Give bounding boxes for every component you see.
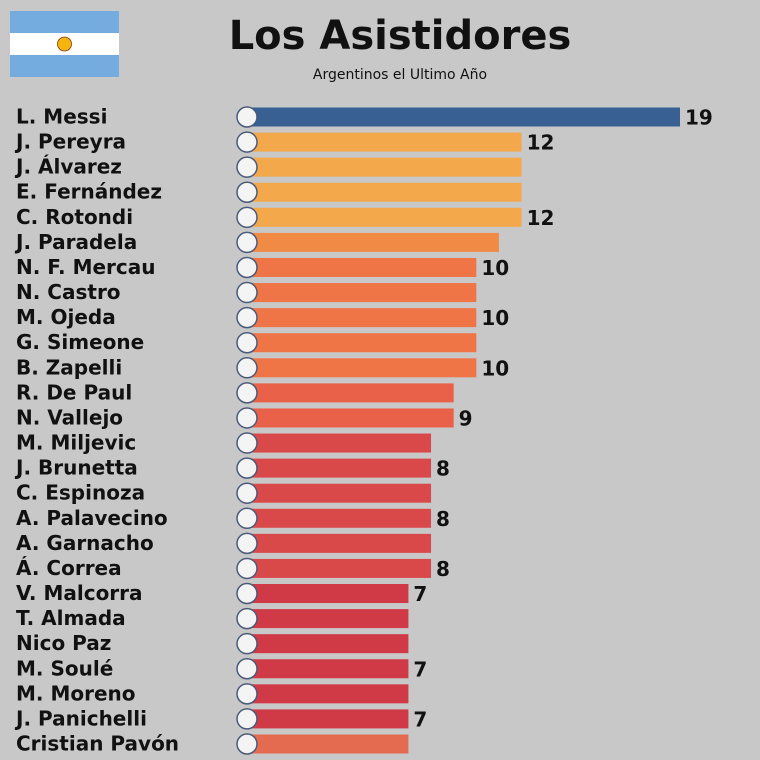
bar [250,684,409,704]
bar [250,408,454,428]
team-logo [236,331,258,354]
bar [250,308,477,328]
team-logo [236,457,258,479]
bar [250,659,409,679]
team-logo [236,658,258,680]
player-name: B. Zapelli [16,355,122,379]
bar [250,333,477,353]
player-name: M. Ojeda [16,305,116,329]
player-name: M. Miljevic [16,431,136,455]
bar [250,257,477,277]
bar [250,132,522,152]
team-logo [236,357,258,379]
player-name: J. Pereyra [14,130,126,154]
bar [250,709,409,729]
team-logo [236,156,258,178]
player-name: Á. Correa [16,556,122,580]
bar [250,533,432,553]
value-label: 7 [413,707,427,731]
player-name: M. Soulé [16,656,113,680]
player-name: J. Panichelli [14,706,147,730]
bar [250,358,477,378]
team-logo [236,507,258,530]
bar [250,157,522,177]
team-logo [236,382,258,404]
team-logo [236,131,258,153]
player-name: C. Rotondi [16,205,133,229]
value-label: 10 [481,256,509,280]
team-logo [236,582,258,605]
value-label: 12 [527,131,555,155]
value-label: 7 [413,657,427,681]
team-logo [236,607,258,630]
value-label: 12 [527,206,555,230]
value-label: 7 [413,582,427,606]
player-name: T. Almada [16,606,126,630]
team-logo [236,206,258,229]
chart-title: Los Asistidores [229,13,572,59]
bar [250,107,680,127]
player-name: Nico Paz [16,631,111,655]
bar [250,182,522,202]
bar [250,609,409,629]
bar [250,383,454,403]
value-label: 8 [436,557,450,581]
team-logo [236,557,258,580]
team-logo [236,482,258,504]
bar [250,558,432,578]
player-name: N. Vallejo [16,405,123,429]
team-logo [236,231,258,254]
team-logo [236,106,258,128]
team-logo [236,432,258,454]
player-name: J. Álvarez [14,155,122,179]
bar [250,634,409,654]
player-name: N. Castro [16,280,121,304]
player-name: Cristian Pavón [16,732,179,756]
team-logo [236,181,258,203]
bar [250,283,477,303]
bar [250,734,409,754]
chart-subtitle: Argentinos el Ultimo Año [313,67,487,83]
player-name: G. Simeone [16,330,144,354]
value-label: 19 [685,106,713,130]
team-logo [236,256,258,279]
value-label: 10 [481,306,509,330]
team-logo [236,683,258,705]
player-name: A. Garnacho [16,531,154,555]
value-label: 8 [436,457,450,481]
bar [250,584,409,604]
value-label: 8 [436,507,450,531]
team-logo [236,407,258,429]
player-name: V. Malcorra [16,581,143,605]
player-name: A. Palavecino [16,506,168,530]
value-label: 10 [481,356,509,380]
player-name: L. Messi [16,105,107,129]
bar [250,458,432,478]
player-name: C. Espinoza [16,481,145,505]
value-label: 9 [459,406,473,430]
team-logo [236,306,258,329]
flag [10,11,119,77]
bar [250,433,432,453]
player-name: N. F. Mercau [16,255,156,279]
player-name: J. Brunetta [14,456,138,480]
player-name: E. Fernández [16,180,162,204]
team-logo [236,733,258,755]
team-logo [236,281,258,304]
team-logo [236,632,258,655]
player-name: R. De Paul [16,380,132,404]
team-logo [236,708,258,730]
bar [250,232,499,252]
bar [250,207,522,227]
player-name: J. Paradela [14,230,137,254]
team-logo [236,532,258,555]
player-name: M. Moreno [16,681,136,705]
bar [250,483,432,503]
bar [250,508,432,528]
